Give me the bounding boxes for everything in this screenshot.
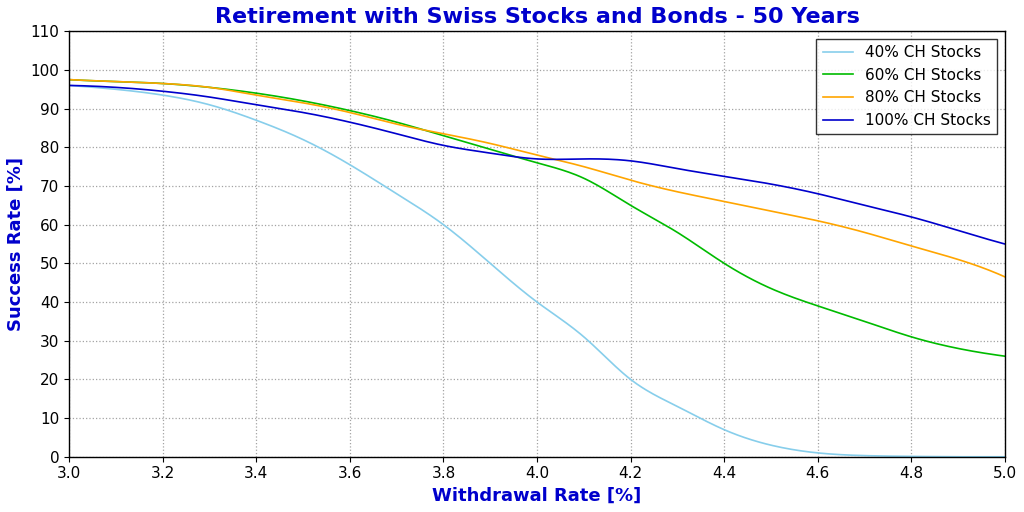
80% CH Stocks [651, 184, 664, 190]
40% CH Stocks [998, 454, 1011, 460]
100% CH Stocks [368, 125, 380, 131]
Title: Retirement with Swiss Stocks and Bonds - 50 Years: Retirement with Swiss Stocks and Bonds -… [215, 7, 859, 27]
80% CH Stocks [433, 130, 445, 136]
40% CH Stocks [62, 82, 75, 89]
100% CH Stocks [651, 162, 664, 168]
60% CH Stocks [62, 77, 75, 83]
100% CH Stocks [433, 141, 445, 147]
60% CH Stocks [368, 113, 380, 119]
40% CH Stocks [433, 219, 445, 225]
Line: 80% CH Stocks: 80% CH Stocks [69, 80, 1005, 277]
40% CH Stocks [954, 454, 967, 460]
40% CH Stocks [651, 394, 664, 400]
Line: 60% CH Stocks: 60% CH Stocks [69, 80, 1005, 356]
40% CH Stocks [743, 436, 756, 442]
60% CH Stocks [175, 82, 187, 88]
60% CH Stocks [651, 218, 664, 224]
X-axis label: Withdrawal Rate [%]: Withdrawal Rate [%] [432, 487, 642, 505]
40% CH Stocks [175, 95, 187, 101]
Legend: 40% CH Stocks, 60% CH Stocks, 80% CH Stocks, 100% CH Stocks: 40% CH Stocks, 60% CH Stocks, 80% CH Sto… [816, 39, 997, 134]
80% CH Stocks [998, 274, 1011, 280]
100% CH Stocks [62, 82, 75, 89]
Line: 100% CH Stocks: 100% CH Stocks [69, 86, 1005, 244]
100% CH Stocks [998, 241, 1011, 247]
80% CH Stocks [368, 116, 380, 122]
80% CH Stocks [738, 203, 751, 209]
80% CH Stocks [743, 204, 756, 210]
60% CH Stocks [998, 353, 1011, 359]
60% CH Stocks [433, 132, 445, 138]
Y-axis label: Success Rate [%]: Success Rate [%] [7, 157, 25, 331]
Line: 40% CH Stocks: 40% CH Stocks [69, 86, 1005, 457]
100% CH Stocks [175, 90, 187, 96]
80% CH Stocks [62, 77, 75, 83]
60% CH Stocks [738, 272, 751, 279]
100% CH Stocks [738, 177, 751, 183]
60% CH Stocks [743, 275, 756, 281]
40% CH Stocks [368, 177, 380, 183]
100% CH Stocks [743, 177, 756, 183]
80% CH Stocks [175, 81, 187, 88]
40% CH Stocks [738, 435, 751, 441]
